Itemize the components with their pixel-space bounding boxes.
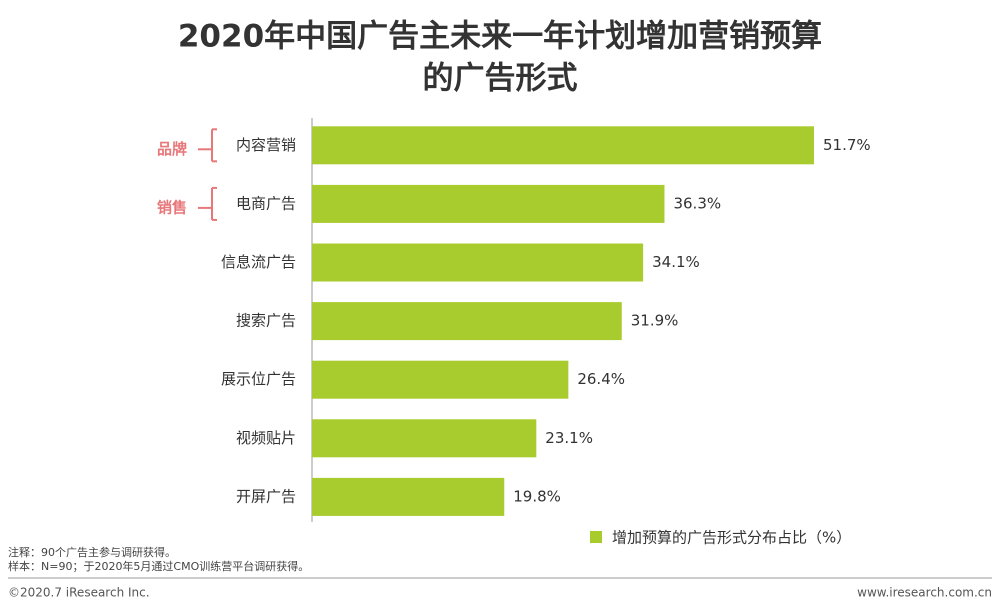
annotation: 销售: [157, 198, 187, 216]
bar: [312, 184, 665, 223]
legend-label: 增加预算的广告形式分布占比（%）: [612, 529, 851, 547]
data-label: 34.1%: [652, 253, 700, 271]
y-tick-label: 信息流广告: [221, 253, 296, 271]
y-tick-label: 电商广告: [236, 194, 296, 212]
y-tick-label: 视频贴片: [236, 429, 296, 447]
chart-title: 2020年中国广告主未来一年计划增加营销预算: [178, 19, 822, 55]
bar: [312, 477, 505, 516]
bar: [312, 419, 537, 458]
data-label: 23.1%: [545, 429, 593, 447]
y-tick-label: 内容营销: [236, 136, 296, 154]
data-label: 51.7%: [823, 136, 871, 154]
y-tick-label: 展示位广告: [221, 370, 296, 388]
bar: [312, 302, 622, 341]
bar: [312, 243, 644, 282]
copyright: ©2020.7 iResearch Inc.: [8, 586, 150, 600]
data-label: 26.4%: [577, 370, 625, 388]
annotation: 品牌: [157, 140, 187, 158]
legend-swatch: [590, 531, 602, 543]
website: www.iresearch.com.cn: [857, 586, 992, 600]
bar: [312, 360, 569, 399]
bar: [312, 126, 815, 165]
data-label: 19.8%: [513, 487, 561, 505]
note: 注释：90个广告主参与调研获得。: [8, 545, 176, 559]
chart-title: 的广告形式: [423, 61, 578, 97]
note: 样本：N=90；于2020年5月通过CMO训练营平台调研获得。: [8, 559, 309, 573]
data-label: 31.9%: [631, 312, 679, 330]
data-label: 36.3%: [673, 194, 721, 212]
y-tick-label: 搜索广告: [236, 312, 296, 330]
y-tick-label: 开屏广告: [236, 487, 296, 505]
